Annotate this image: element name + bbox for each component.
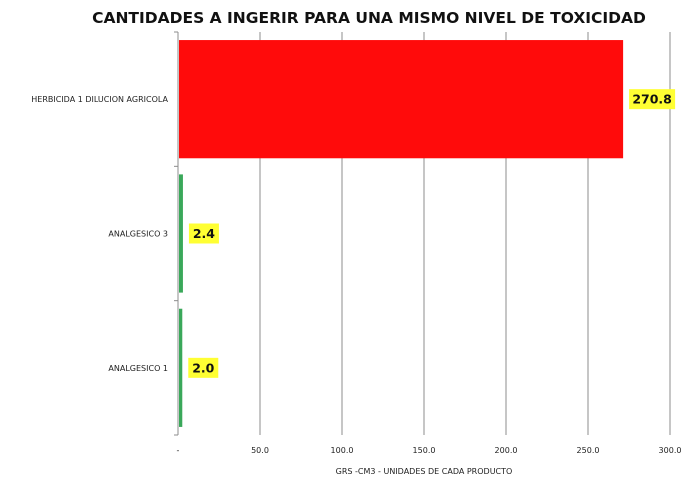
x-tick-label-4: 200.0 — [495, 446, 518, 455]
data-label-3: 2.0 — [192, 360, 214, 375]
x-axis-title: GRS -CM3 - UNIDADES DE CADA PRODUCTO — [336, 467, 513, 476]
data-label-box-3 — [188, 357, 219, 378]
category-label-2: ANALGESICO 3 — [108, 230, 168, 239]
x-tick-label-1: 50.0 — [251, 446, 269, 455]
category-label-1: HERBICIDA 1 DILUCION AGRICOLA — [31, 95, 168, 104]
chart-title: CANTIDADES A INGERIR PARA UNA MISMO NIVE… — [92, 9, 646, 27]
x-tick-label-6: 300.0 — [659, 446, 682, 455]
data-label-box-2 — [188, 223, 219, 244]
bar-3 — [179, 308, 183, 427]
data-label-2: 2.4 — [193, 226, 215, 241]
bar-1 — [179, 40, 624, 159]
x-tick-label-3: 150.0 — [413, 446, 436, 455]
category-label-3: ANALGESICO 1 — [108, 364, 168, 373]
bars-layer — [179, 40, 624, 427]
x-tick-label-0: - — [177, 446, 180, 455]
bar-2 — [179, 174, 183, 293]
x-tick-label-5: 250.0 — [577, 446, 600, 455]
data-label-box-1 — [629, 89, 676, 110]
data-label-1: 270.8 — [632, 92, 672, 107]
x-tick-label-2: 100.0 — [331, 446, 354, 455]
labels-layer: - 50.0 100.0 150.0 200.0 250.0 300.0 HERBICIDA … — [31, 89, 681, 455]
